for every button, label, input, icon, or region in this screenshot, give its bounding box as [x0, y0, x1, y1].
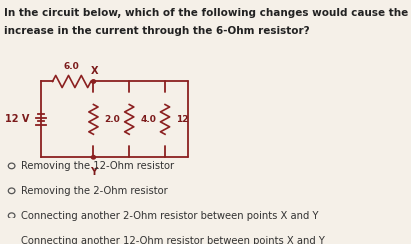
Circle shape	[91, 155, 95, 159]
Text: Connecting another 12-Ohm resistor between points X and Y: Connecting another 12-Ohm resistor betwe…	[21, 236, 324, 244]
Text: Y: Y	[90, 167, 97, 177]
Text: 12 V: 12 V	[5, 114, 30, 124]
Text: increase in the current through the 6-Ohm resistor?: increase in the current through the 6-Oh…	[4, 26, 309, 36]
Text: Connecting another 2-Ohm resistor between points X and Y: Connecting another 2-Ohm resistor betwee…	[21, 211, 318, 221]
Text: 4.0: 4.0	[140, 115, 156, 124]
Text: 6.0: 6.0	[64, 62, 80, 71]
Text: 2.0: 2.0	[104, 115, 120, 124]
Circle shape	[91, 80, 95, 83]
Text: Removing the 12-Ohm resistor: Removing the 12-Ohm resistor	[21, 161, 174, 171]
Text: Removing the 2-Ohm resistor: Removing the 2-Ohm resistor	[21, 186, 167, 196]
Text: 12: 12	[176, 115, 189, 124]
Text: In the circuit below, which of the following changes would cause the GREATEST: In the circuit below, which of the follo…	[4, 8, 411, 18]
Text: X: X	[91, 66, 99, 76]
